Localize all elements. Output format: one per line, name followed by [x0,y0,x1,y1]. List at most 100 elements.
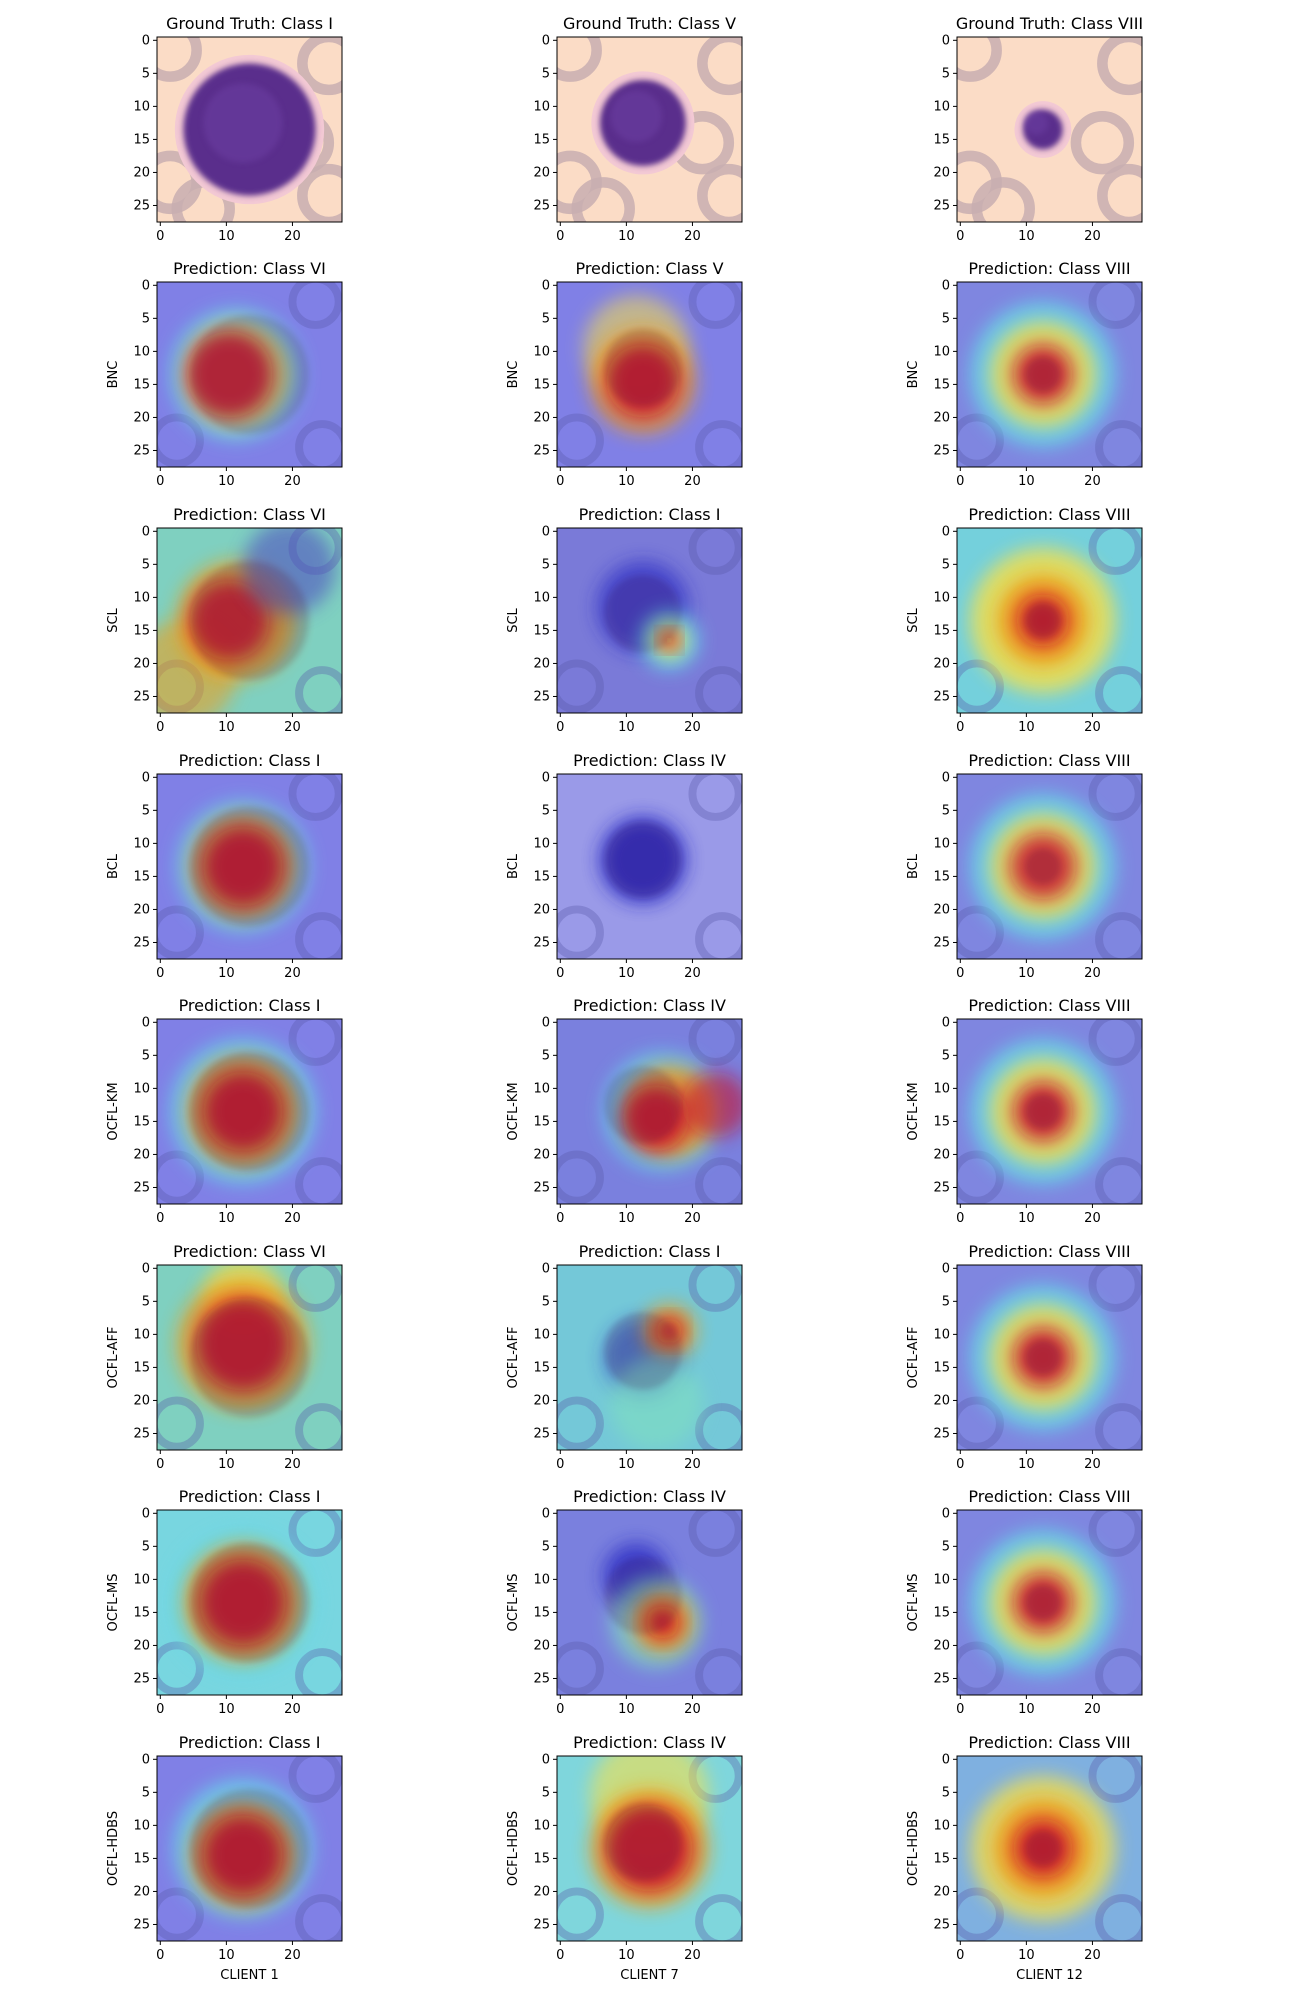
row-method-label: BNC [106,361,121,389]
panel-title: Prediction: Class VI [173,259,326,278]
y-tick-label: 20 [133,165,150,180]
x-tick-label: 20 [684,1948,701,1963]
x-tick-label: 10 [618,229,635,244]
y-tick-label: 25 [533,1180,550,1195]
axes-frame [556,1018,743,1205]
x-tick-label: 10 [618,1702,635,1717]
y-tick-label: 25 [133,198,150,213]
y-tick-label: 20 [533,656,550,671]
x-tick-label: 20 [284,1211,301,1226]
row-method-label: SCL [106,607,121,632]
y-tick-label: 25 [133,443,150,458]
x-tick-label: 10 [218,720,235,735]
panel-title: Ground Truth: Class VIII [956,14,1143,33]
y-tick-label: 25 [933,935,950,950]
x-tick-label: 10 [218,474,235,489]
axes-frame [156,36,343,223]
panel-title: Ground Truth: Class I [166,14,333,33]
x-tick-label: 20 [284,966,301,981]
y-tick-label: 15 [533,1360,550,1375]
x-tick-label: 10 [1018,1948,1035,1963]
panel-r4-c2: Prediction: Class VIII 0 5 10 15 20 25 0 10 20 OCF… [906,996,1143,1226]
panel-image-r1-c1 [557,282,742,467]
y-tick-label: 5 [942,1539,950,1554]
y-tick-label: 15 [133,623,150,638]
y-tick-label: 20 [933,902,950,917]
x-tick-label: 10 [218,1457,235,1472]
y-tick-label: 5 [142,557,150,572]
x-tick-label: 0 [556,1457,564,1472]
panel-title: Prediction: Class VIII [968,996,1130,1015]
x-tick-label: 20 [284,1948,301,1963]
y-tick-label: 0 [142,1261,150,1276]
y-tick-label: 25 [933,689,950,704]
y-tick-label: 0 [142,278,150,293]
x-tick-label: 0 [956,229,964,244]
axes-frame [956,281,1143,468]
x-tick-label: 10 [1018,720,1035,735]
x-tick-label: 20 [684,966,701,981]
y-tick-label: 0 [142,1752,150,1767]
y-tick-label: 15 [933,869,950,884]
x-tick-label: 0 [156,1702,164,1717]
x-tick-label: 0 [556,720,564,735]
x-tick-label: 0 [956,1211,964,1226]
x-tick-label: 10 [1018,966,1035,981]
row-method-label: OCFL-MS [906,1574,921,1632]
panel-r0-c0: Ground Truth: Class I 0 5 10 15 20 25 0 10 20 [133,14,343,244]
y-tick-label: 5 [542,803,550,818]
panel-r5-c0: Prediction: Class VI 0 5 10 15 20 25 0 10 20 OCFL-… [106,1242,343,1472]
row-method-label: SCL [906,607,921,632]
y-tick-label: 20 [133,1393,150,1408]
row-method-label: OCFL-HDBS [906,1811,921,1886]
y-tick-label: 20 [933,1147,950,1162]
panel-image-r5-c1 [557,1265,742,1450]
panel-title: Prediction: Class I [579,1242,721,1261]
row-method-label: OCFL-MS [106,1574,121,1632]
axes-frame [556,1755,743,1942]
y-tick-label: 25 [533,198,550,213]
y-tick-label: 20 [933,410,950,425]
y-tick-label: 10 [933,836,950,851]
axes-frame [556,36,743,223]
y-tick-label: 0 [542,1752,550,1767]
panel-r4-c1: Prediction: Class IV 0 5 10 15 20 25 0 10 20 OCFL-… [506,996,743,1226]
y-tick-label: 10 [933,590,950,605]
panel-image-r6-c1 [557,1510,742,1695]
panel-title: Prediction: Class VI [173,505,326,524]
x-tick-label: 20 [1084,966,1101,981]
x-tick-label: 0 [156,474,164,489]
y-tick-label: 25 [533,1671,550,1686]
row-method-label: OCFL-HDBS [106,1811,121,1886]
row-method-label: BCL [506,853,521,879]
x-tick-label: 20 [284,1457,301,1472]
panel-image-r2-c2 [957,528,1142,713]
panel-title: Prediction: Class VIII [968,1242,1130,1261]
y-tick-label: 5 [542,1539,550,1554]
y-tick-label: 5 [942,803,950,818]
x-tick-label: 10 [1018,1211,1035,1226]
y-tick-label: 15 [933,377,950,392]
x-tick-label: 10 [218,1211,235,1226]
x-tick-label: 20 [284,720,301,735]
panel-title: Prediction: Class IV [573,996,726,1015]
panel-r0-c1: Ground Truth: Class V 0 5 10 15 20 25 0 10 20 [533,14,743,244]
y-tick-label: 10 [133,1818,150,1833]
axes-frame [156,1018,343,1205]
y-tick-label: 25 [133,1426,150,1441]
x-tick-label: 0 [556,966,564,981]
y-tick-label: 5 [942,1785,950,1800]
y-tick-label: 15 [133,1851,150,1866]
y-tick-label: 0 [942,1752,950,1767]
x-tick-label: 0 [956,1457,964,1472]
axes-frame [156,281,343,468]
panel-r2-c0: Prediction: Class VI 0 5 10 15 20 25 0 10 20 SCL [106,505,343,735]
x-tick-label: 20 [1084,229,1101,244]
y-tick-label: 5 [542,1048,550,1063]
y-tick-label: 0 [142,1015,150,1030]
x-tick-label: 0 [556,1702,564,1717]
client-column-label: CLIENT 7 [620,1968,678,1983]
y-tick-label: 10 [533,99,550,114]
row-method-label: OCFL-HDBS [506,1811,521,1886]
